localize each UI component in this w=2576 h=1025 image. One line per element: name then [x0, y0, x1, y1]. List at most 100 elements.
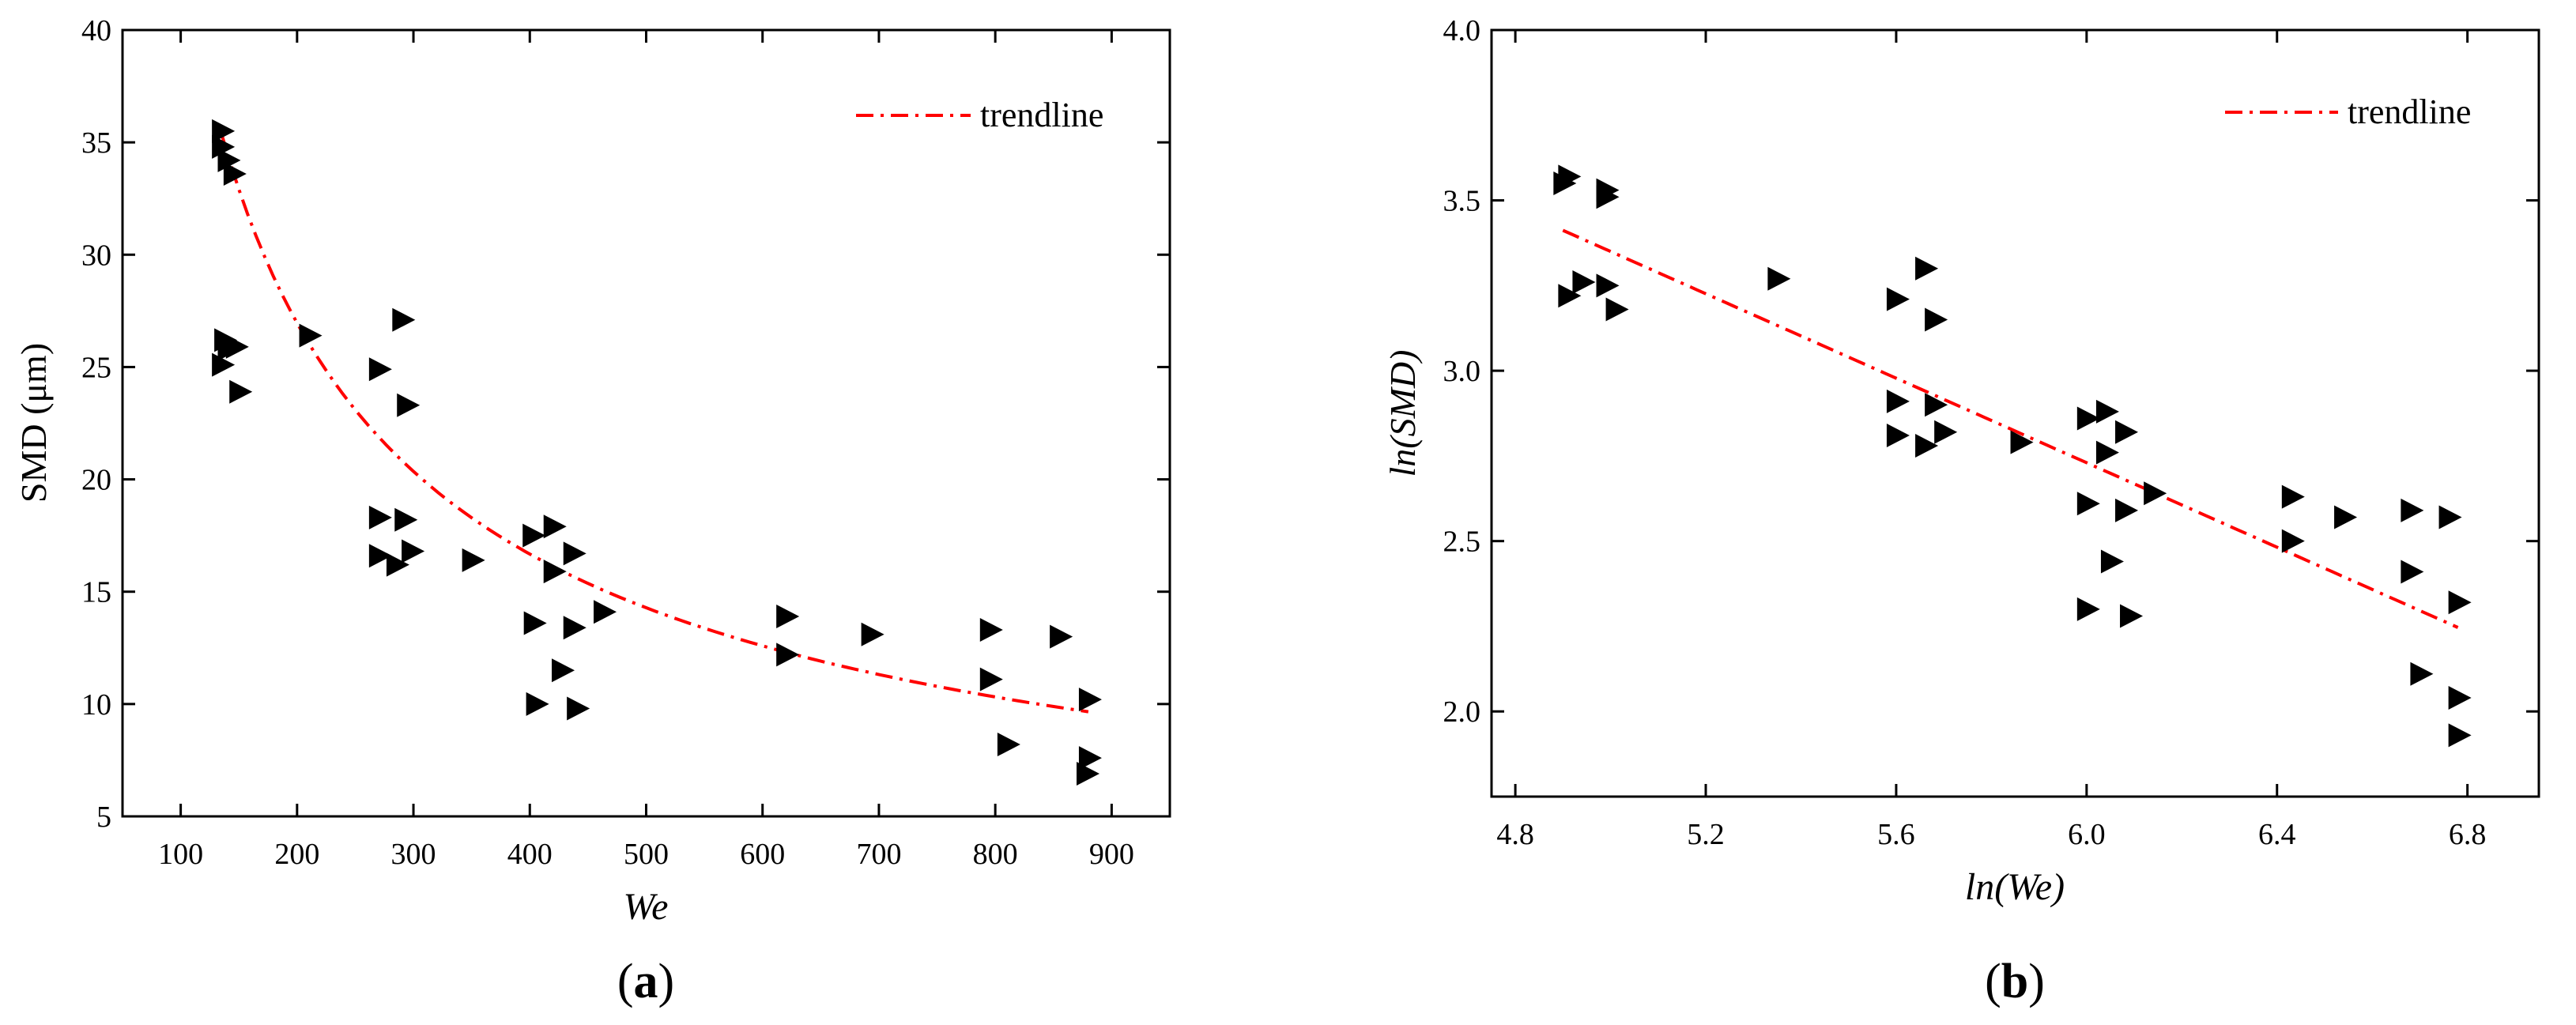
data-point-a: [776, 604, 800, 628]
x-tick-label-b: 6.8: [2449, 818, 2487, 851]
data-point-a: [523, 611, 547, 635]
caption-letter-a: a: [634, 955, 658, 1008]
data-point-b: [1925, 307, 1948, 332]
y-tick-label-b: 2.5: [1443, 526, 1481, 559]
data-point-b: [2076, 406, 2100, 431]
data-point-b: [2115, 498, 2139, 522]
x-axis-label-a: We: [624, 886, 669, 928]
x-tick-label-a: 900: [1089, 838, 1134, 871]
data-point-a: [1077, 761, 1099, 786]
data-point-b: [2448, 590, 2472, 615]
data-point-b: [2281, 529, 2305, 553]
caption-letter-b: b: [2001, 955, 2028, 1008]
data-point-b: [1596, 185, 1620, 209]
x-tick-label-a: 500: [624, 838, 669, 871]
trendline-group-b: [1562, 228, 2459, 629]
legend-label-a: trendline: [980, 96, 1103, 134]
data-point-a: [979, 667, 1003, 691]
data-point-a: [543, 560, 567, 584]
y-tick-label-b: 4.0: [1443, 14, 1481, 47]
data-point-a: [997, 733, 1020, 757]
data-point-b: [2076, 597, 2100, 621]
data-point-b: [1767, 266, 1791, 291]
data-point-a: [563, 541, 586, 566]
data-point-b: [1605, 297, 1629, 322]
data-point-b: [2144, 481, 2167, 506]
data-point-a: [526, 691, 549, 716]
data-point-a: [1078, 746, 1102, 771]
axis-ticks-b: 4.8 5.2 5.6 6.0 6.4 6.8 2.0 2.5 3.0 3.5 4.0: [1443, 14, 2539, 851]
data-point-a: [217, 148, 241, 172]
data-point-b: [2095, 440, 2119, 465]
data-point-a: [594, 600, 617, 624]
data-point-b: [2100, 549, 2124, 574]
y-axis-label-b: ln(SMD): [1382, 350, 1423, 477]
data-point-a: [394, 507, 418, 532]
data-point-a: [462, 548, 485, 572]
data-point-a: [368, 357, 392, 382]
data-point-a: [386, 552, 409, 577]
data-point-a: [229, 379, 253, 404]
legend-label-b: trendline: [2348, 92, 2471, 131]
axis-ticks-a: 100 200 300 400 500 600 700 800 900 5 10 15 20 25 30 35…: [81, 14, 1170, 871]
caption-close-a: ): [658, 955, 675, 1008]
data-point-b: [2410, 661, 2434, 686]
x-axis-label-b: ln(We): [1965, 866, 2065, 908]
x-tick-label-a: 600: [740, 838, 785, 871]
data-point-b: [1934, 420, 1958, 444]
data-point-b: [2010, 430, 2034, 454]
x-tick-label-a: 200: [274, 838, 319, 871]
x-tick-label-a: 400: [507, 838, 553, 871]
data-point-b: [2076, 492, 2100, 516]
y-tick-label-a: 30: [81, 239, 111, 272]
data-point-a: [223, 161, 247, 186]
data-point-b: [1553, 171, 1577, 195]
data-point-a: [1050, 624, 1073, 649]
data-point-a: [212, 119, 236, 143]
data-point-a: [225, 334, 249, 359]
trendline-b: [1562, 228, 2459, 629]
data-point-b: [2448, 723, 2472, 748]
y-tick-label-a: 40: [81, 14, 111, 47]
data-point-a: [402, 539, 425, 563]
data-point-b: [1596, 273, 1620, 298]
data-point-a: [776, 643, 800, 667]
legend-a: trendline: [856, 96, 1103, 134]
data-point-a: [552, 658, 575, 683]
data-point-b: [2281, 484, 2305, 509]
data-points-a: [212, 119, 1102, 786]
panel-b-chart: 4.8 5.2 5.6 6.0 6.4 6.8 2.0 2.5 3.0 3.5 4.0 trendl…: [1382, 14, 2540, 1008]
y-tick-label-a: 35: [81, 126, 111, 160]
data-point-a: [368, 505, 392, 529]
data-point-a: [1078, 688, 1102, 712]
y-tick-label-a: 10: [81, 688, 111, 722]
data-point-a: [567, 696, 590, 721]
x-tick-label-b: 4.8: [1496, 818, 1534, 851]
legend-b: trendline: [2225, 92, 2471, 131]
panel-a-chart: 100 200 300 400 500 600 700 800 900 5 10 15 20 25 30 35…: [13, 14, 1171, 1008]
data-point-a: [522, 523, 546, 548]
data-point-b: [1886, 424, 1910, 448]
trendline-a: [220, 133, 1089, 714]
data-point-b: [1915, 433, 1939, 458]
data-point-a: [861, 622, 884, 646]
y-tick-label-a: 15: [81, 576, 111, 609]
x-tick-label-b: 5.6: [1877, 818, 1915, 851]
data-point-a: [212, 352, 236, 377]
data-point-a: [397, 393, 421, 417]
caption-close-b: ): [2028, 955, 2045, 1008]
data-point-b: [1915, 256, 1939, 281]
x-tick-label-b: 5.2: [1687, 818, 1725, 851]
y-axis-label-a: SMD (μm): [13, 343, 54, 503]
trendline-group-a: [220, 133, 1089, 714]
panel-caption-b: (b): [1985, 955, 2045, 1008]
data-point-a: [212, 134, 236, 159]
data-point-a: [543, 514, 567, 539]
data-point-a: [392, 307, 416, 332]
y-tick-label-b: 2.0: [1443, 695, 1481, 729]
y-tick-label-b: 3.0: [1443, 355, 1481, 388]
panel-caption-a: (a): [617, 955, 674, 1008]
data-point-b: [2095, 399, 2119, 424]
data-point-b: [1572, 270, 1596, 295]
